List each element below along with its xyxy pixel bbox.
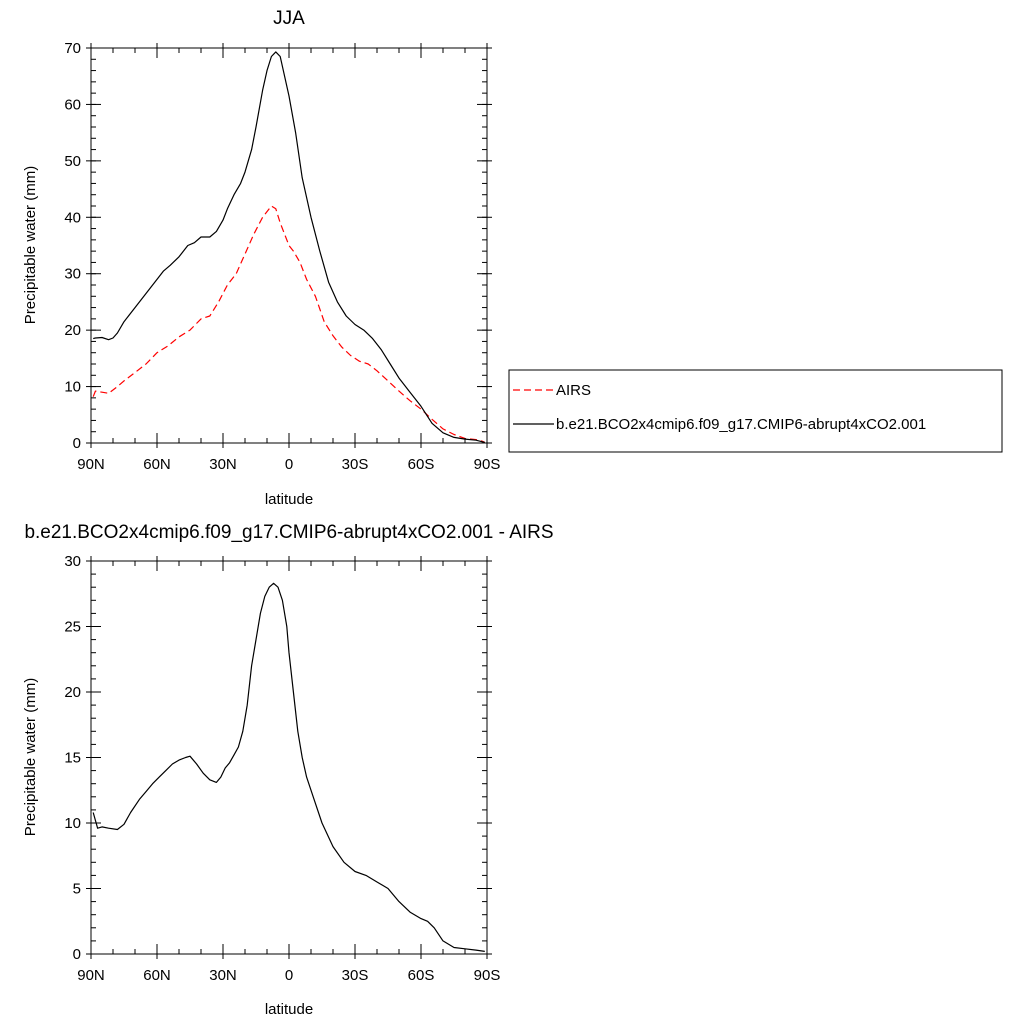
y-tick-label: 30 xyxy=(64,266,81,283)
top-chart: JJA 90N 60N 30N 0 30S 60S 90S 0 10 20 30 40 50 60 70 l… xyxy=(22,8,500,508)
x-tick-label: 30N xyxy=(209,456,237,473)
series-line-model xyxy=(92,582,485,952)
y-axis-label: Precipitable water (mm) xyxy=(22,166,39,324)
bottom-chart: b.e21.BCO2x4cmip6.f09_g17.CMIP6-abrupt4x… xyxy=(22,522,554,1018)
x-tick-label: 30N xyxy=(209,967,237,984)
y-tick-label: 40 xyxy=(64,209,81,226)
chart-title: JJA xyxy=(273,8,305,29)
x-tick-label: 60S xyxy=(408,456,435,473)
x-tick-label: 90N xyxy=(77,456,105,473)
x-tick-label: 0 xyxy=(285,967,293,984)
x-tick-label: 60N xyxy=(143,967,171,984)
chart-title: b.e21.BCO2x4cmip6.f09_g17.CMIP6-abrupt4x… xyxy=(24,522,553,543)
y-tick-label: 70 xyxy=(64,40,81,57)
legend-label-model: b.e21.BCO2x4cmip6.f09_g17.CMIP6-abrupt4x… xyxy=(556,416,926,433)
legend-frame xyxy=(508,369,1003,453)
x-tick-label: 90S xyxy=(474,456,501,473)
y-tick-label: 50 xyxy=(64,153,81,170)
x-axis-label: latitude xyxy=(265,491,313,508)
y-tick-label: 10 xyxy=(64,815,81,832)
y-tick-label: 60 xyxy=(64,96,81,113)
x-tick-label: 90N xyxy=(77,967,105,984)
plot-frame xyxy=(90,47,488,444)
y-tick-label: 5 xyxy=(73,881,81,898)
x-tick-label: 30S xyxy=(342,967,369,984)
y-tick-label: 0 xyxy=(73,946,81,963)
y-tick-label: 25 xyxy=(64,619,81,636)
x-tick-label: 90S xyxy=(474,967,501,984)
series-line-airs xyxy=(92,205,486,443)
series-line-model xyxy=(93,51,485,443)
plot-frame xyxy=(90,560,488,955)
y-tick-label: 15 xyxy=(64,750,81,767)
y-tick-label: 20 xyxy=(64,684,81,701)
x-tick-label: 60N xyxy=(143,456,171,473)
x-tick-label: 0 xyxy=(285,456,293,473)
y-tick-label: 10 xyxy=(64,379,81,396)
legend-label-airs: AIRS xyxy=(556,382,591,399)
y-axis-label: Precipitable water (mm) xyxy=(22,678,39,836)
legend: AIRS b.e21.BCO2x4cmip6.f09_g17.CMIP6-abr… xyxy=(508,369,1003,453)
x-tick-label: 30S xyxy=(342,456,369,473)
y-tick-label: 0 xyxy=(73,435,81,452)
y-tick-label: 30 xyxy=(64,553,81,570)
x-tick-label: 60S xyxy=(408,967,435,984)
x-axis-label: latitude xyxy=(265,1001,313,1018)
y-tick-label: 20 xyxy=(64,322,81,339)
